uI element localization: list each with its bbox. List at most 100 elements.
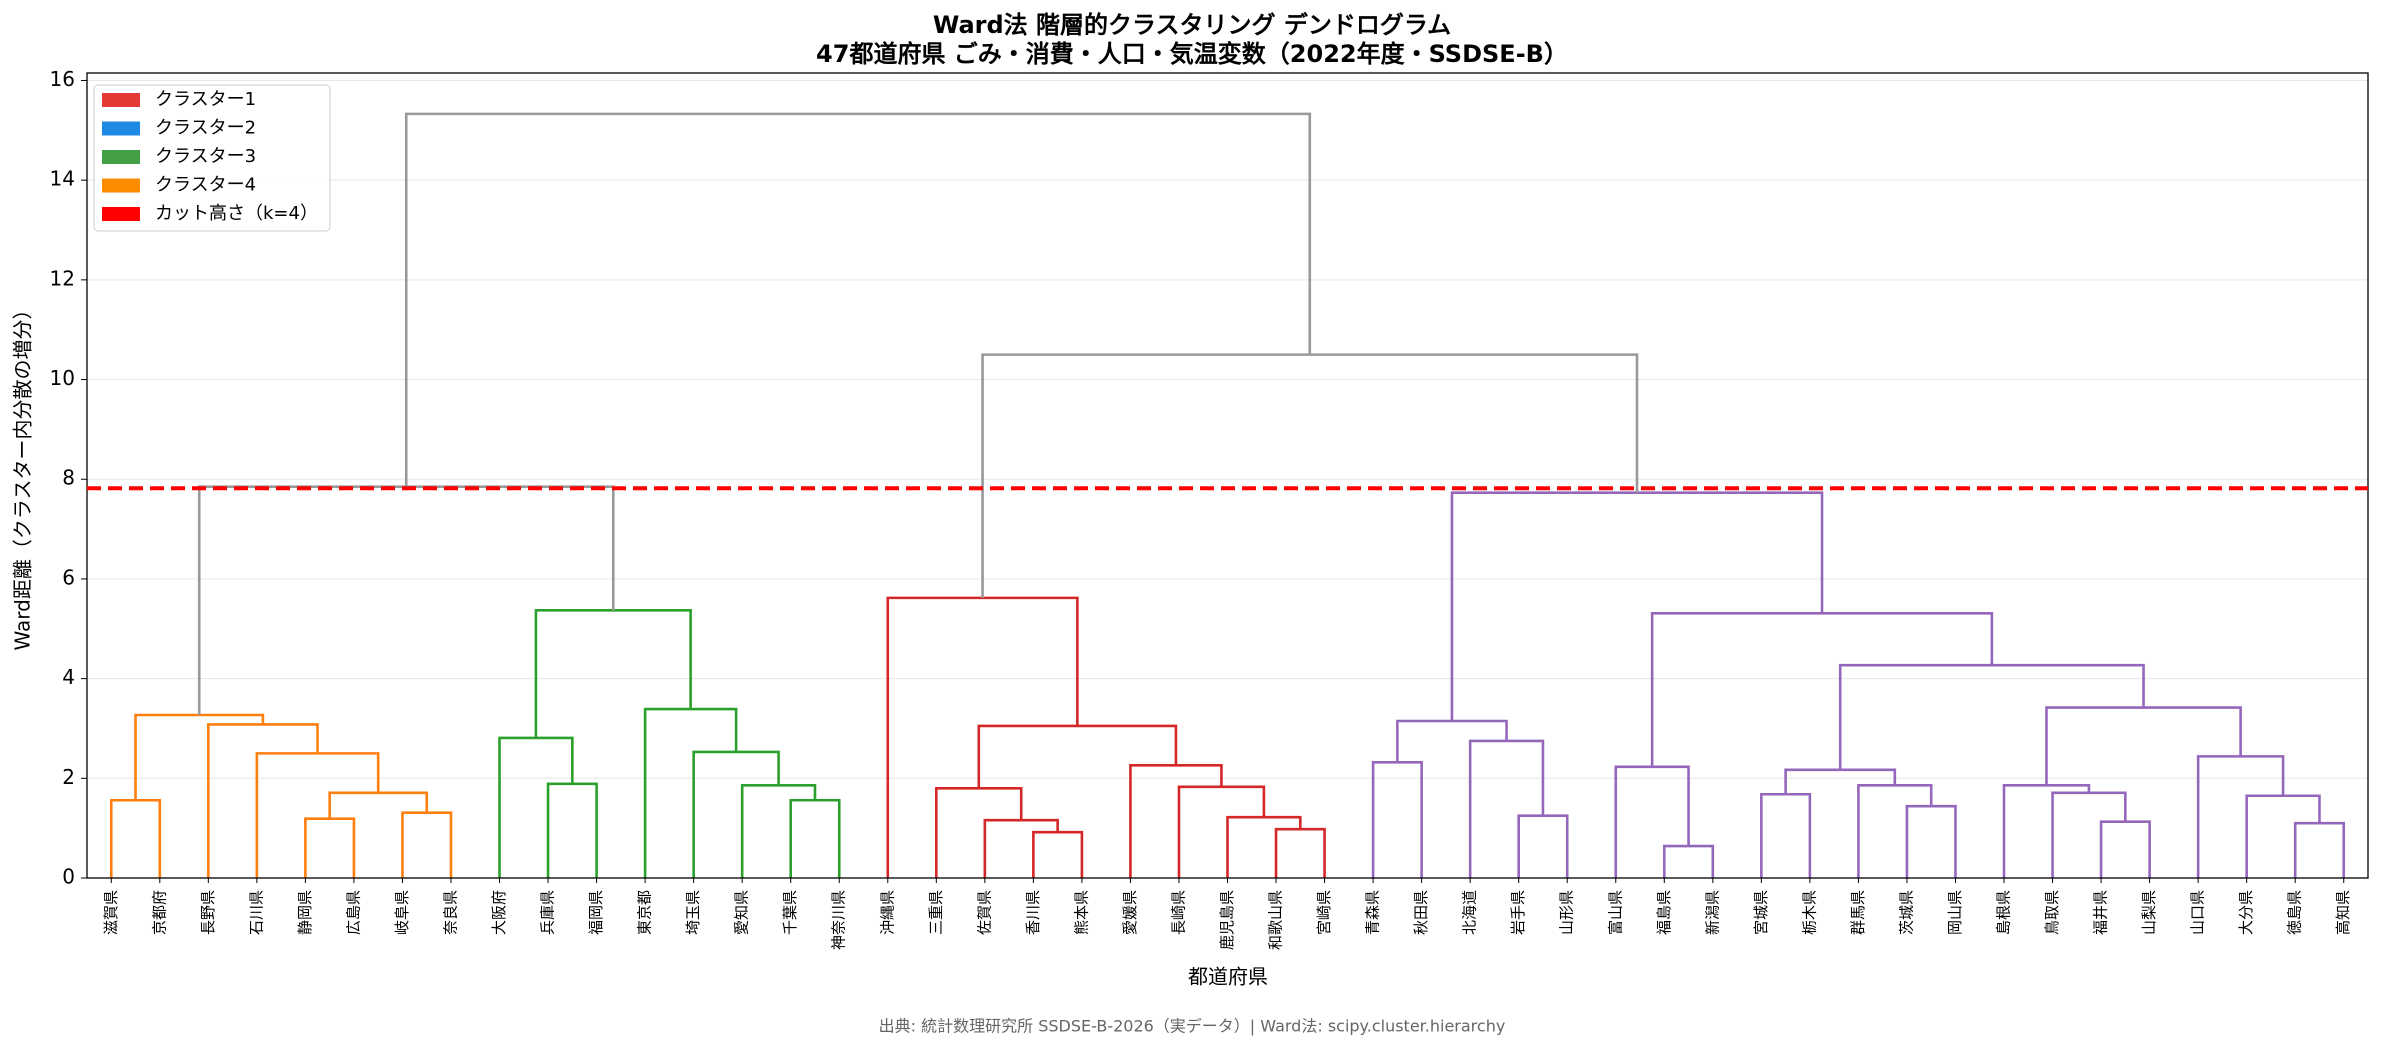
leaf-label: 宮城県 — [1752, 890, 1770, 935]
leaf-label: 北海道 — [1461, 890, 1479, 935]
link — [304, 817, 356, 878]
legend-swatch — [102, 121, 140, 136]
leaf-label: 福井県 — [2092, 890, 2110, 935]
link — [2099, 820, 2151, 878]
link — [207, 723, 319, 878]
link — [328, 791, 429, 819]
x-axis-label: 都道府県 — [1188, 965, 1268, 989]
y-tick-label: 12 — [50, 266, 75, 290]
leaf-label: 三重県 — [927, 890, 945, 935]
link — [1517, 814, 1569, 878]
leaf-label: 広島県 — [344, 890, 362, 935]
link — [2002, 783, 2091, 878]
link — [2293, 821, 2346, 878]
leaf-label: 新潟県 — [1703, 890, 1721, 935]
legend-swatch — [102, 150, 140, 164]
leaf-label: 長野県 — [199, 890, 217, 935]
leaf-label: 群馬県 — [1849, 890, 1867, 935]
legend-label: クラスター1 — [155, 89, 256, 110]
link — [1760, 792, 1812, 878]
leaf-label: 高知県 — [2334, 890, 2352, 935]
link — [2051, 791, 2127, 878]
y-tick-label: 4 — [62, 665, 75, 689]
leaf-label: 大分県 — [2237, 890, 2255, 935]
leaf-label: 静岡県 — [296, 890, 314, 935]
leaf-label: 徳島県 — [2286, 890, 2304, 935]
link — [1450, 491, 1824, 721]
grid — [87, 79, 2368, 879]
leaf-label: 大阪府 — [490, 890, 508, 935]
leaf-label: 福岡県 — [587, 890, 605, 935]
y-tick-label: 10 — [50, 366, 75, 390]
leaf-label: 兵庫県 — [539, 890, 557, 935]
leaf-label: 長崎県 — [1169, 890, 1187, 935]
leaf-label: 鹿児島県 — [1218, 890, 1236, 950]
legend: クラスター1 クラスター2 クラスター3 クラスター4 カット高さ（k=4） — [93, 84, 331, 232]
chart-title: Ward法 階層的クラスタリング デンドログラム — [933, 11, 1451, 39]
leaf-label: 山形県 — [1558, 890, 1576, 935]
legend-label: カット高さ（k=4） — [155, 203, 318, 224]
link — [109, 798, 162, 878]
link — [983, 818, 1059, 878]
link — [1226, 815, 1302, 878]
leaf-label: 京都府 — [150, 890, 168, 935]
leaf-label: 佐賀県 — [975, 890, 993, 935]
axes-frame — [86, 72, 2369, 879]
link — [1905, 804, 1957, 878]
y-tick-label: 2 — [62, 765, 75, 789]
legend-swatch — [102, 93, 140, 107]
link — [643, 707, 738, 878]
y-tick-label: 8 — [62, 466, 75, 490]
leaf-label: 沖縄県 — [878, 890, 896, 935]
link — [255, 752, 380, 878]
legend-label: クラスター3 — [155, 146, 256, 167]
y-tick-label: 16 — [50, 67, 75, 91]
leaf-label: 山口県 — [2189, 890, 2207, 935]
link — [2196, 755, 2285, 878]
link — [498, 736, 574, 878]
link — [534, 609, 692, 738]
leaf-label: 香川県 — [1024, 890, 1042, 935]
leaf-label: 千葉県 — [781, 890, 799, 935]
leaf-label: 岩手県 — [1509, 890, 1527, 935]
link — [935, 786, 1023, 878]
link — [981, 353, 1639, 598]
legend-swatch — [102, 207, 140, 221]
y-tick-label: 14 — [50, 167, 75, 191]
link — [134, 713, 265, 801]
legend-swatch — [102, 178, 140, 193]
y-tick-label: 6 — [62, 565, 75, 589]
link — [2045, 706, 2242, 786]
link — [1662, 844, 1715, 878]
leaf-label: 奈良県 — [441, 890, 459, 935]
leaf-label: 滋賀県 — [102, 890, 120, 935]
link — [1857, 783, 1933, 878]
legend-label: クラスター4 — [155, 175, 256, 196]
link — [692, 750, 780, 878]
y-tick-label: 0 — [62, 865, 75, 889]
leaf-label: 熊本県 — [1072, 890, 1090, 935]
source-note: 出典: 統計数理研究所 SSDSE-B-2026（実データ）| Ward法: s… — [879, 1017, 1506, 1036]
link — [886, 596, 1079, 878]
leaf-label: 島根県 — [1995, 890, 2013, 935]
leaf-label: 茨城県 — [1897, 890, 1915, 935]
leaf-label: 東京都 — [636, 890, 654, 935]
leaf-label: 富山県 — [1606, 890, 1624, 935]
y-axis-label: Ward距離（クラスター内分散の増分） — [11, 300, 35, 651]
link — [1614, 765, 1690, 878]
legend-box — [93, 84, 331, 232]
link — [740, 783, 817, 878]
link — [1468, 739, 1545, 878]
leaf-label: 宮崎県 — [1315, 890, 1333, 935]
leaf-label: 神奈川県 — [830, 890, 848, 950]
link — [1396, 719, 1508, 763]
link — [2245, 794, 2321, 878]
leaf-label: 栃木県 — [1800, 890, 1818, 935]
leaf-label: 埼玉県 — [684, 890, 702, 935]
chart-subtitle: 47都道府県 ごみ・消費・人口・気温変数（2022年度・SSDSE-B） — [816, 40, 1568, 68]
link — [1177, 785, 1266, 878]
leaf-label: 鳥取県 — [2043, 890, 2061, 935]
leaf-label: 石川県 — [247, 890, 265, 935]
leaf-label: 岡山県 — [1946, 890, 1964, 935]
